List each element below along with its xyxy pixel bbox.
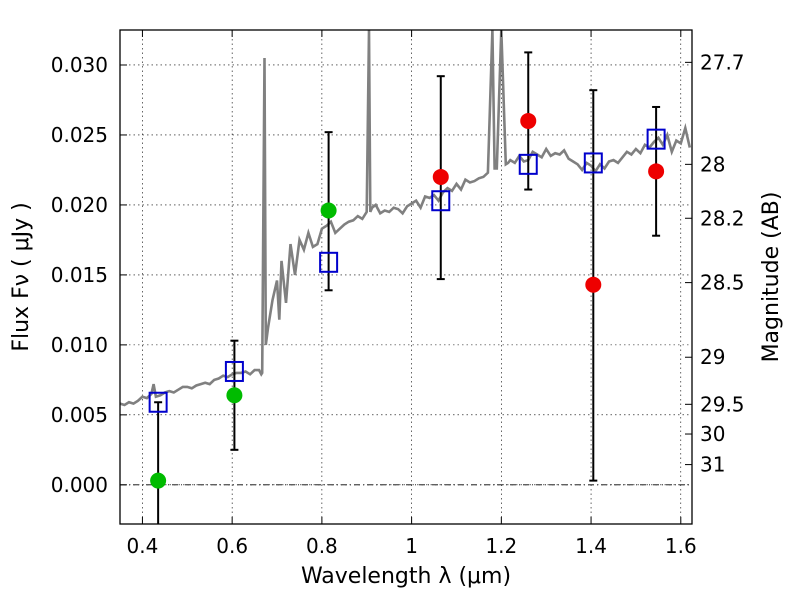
- square-marker: [319, 251, 339, 273]
- circle-marker: [226, 387, 243, 404]
- x-tick-label: 0.4: [127, 534, 159, 558]
- square-marker: [431, 190, 451, 212]
- x-tick-labels: 0.4 0.6 0.8 1 1.2 1.4 1.6: [127, 534, 697, 558]
- x-tick-label: 1: [405, 534, 418, 558]
- y-tick-label: 0.000: [51, 473, 108, 497]
- magnitude-tick-labels: 27.7 28 28.2 28.5 29 29.5 30 31: [700, 50, 745, 476]
- square-marker: [646, 128, 666, 150]
- y-tick-label: 0.030: [51, 53, 108, 77]
- model-spectrum-line: [119, 29, 692, 407]
- error-bars: [154, 51, 661, 524]
- magnitude-tick-label: 27.7: [700, 50, 745, 74]
- y-tick-labels: 0.000 0.005 0.010 0.015 0.020 0.025 0.030: [51, 53, 108, 497]
- circle-marker: [585, 276, 602, 293]
- magnitude-tick-label: 28.2: [700, 206, 745, 230]
- circle-marker: [150, 472, 167, 489]
- x-tick-label: 1.2: [485, 534, 517, 558]
- magnitude-tick-label: 29.5: [700, 392, 745, 416]
- circle-marker: [320, 202, 337, 219]
- square-marker: [583, 152, 603, 174]
- y2-axis-label: Magnitude (AB): [759, 192, 784, 363]
- y-tick-label: 0.005: [51, 403, 108, 427]
- square-marker: [224, 360, 244, 382]
- x-tick-label: 0.8: [306, 534, 338, 558]
- square-marker: [148, 391, 168, 413]
- x-tick-label: 1.6: [665, 534, 697, 558]
- grid-lines: [120, 30, 692, 524]
- square-marker: [518, 153, 538, 175]
- magnitude-tick-label: 31: [700, 453, 725, 477]
- circle-marker: [432, 168, 449, 185]
- x-tick-label: 0.6: [216, 534, 248, 558]
- magnitude-tick-label: 28.5: [700, 271, 745, 295]
- y-tick-label: 0.015: [51, 263, 108, 287]
- magnitude-tick-label: 29: [700, 345, 725, 369]
- axis-ticks: [120, 30, 692, 524]
- y-tick-label: 0.020: [51, 193, 108, 217]
- circle-marker: [648, 163, 665, 180]
- x-axis-label: Wavelength λ (μm): [301, 564, 511, 589]
- plot-frame: [119, 29, 693, 525]
- y-axis-label: Flux Fν ( μJy ): [9, 202, 34, 351]
- magnitude-tick-label: 30: [700, 422, 725, 446]
- x-tick-label: 1.4: [575, 534, 607, 558]
- data-points: [148, 112, 666, 489]
- magnitude-tick-label: 28: [700, 152, 725, 176]
- circle-marker: [520, 112, 537, 129]
- y-tick-label: 0.025: [51, 123, 108, 147]
- y-tick-label: 0.010: [51, 333, 108, 357]
